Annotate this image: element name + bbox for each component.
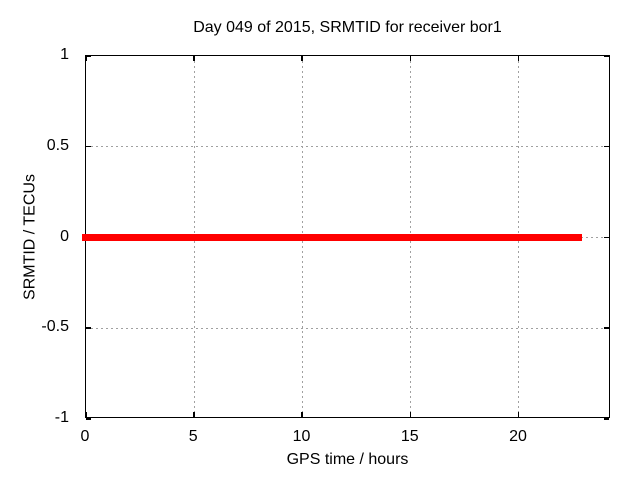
y-tick-mark-mirror: [604, 236, 609, 238]
y-tick-mark: [86, 327, 91, 329]
y-tick-label: -0.5: [41, 318, 69, 336]
x-axis-label: GPS time / hours: [286, 451, 409, 468]
x-tick-label: 5: [188, 428, 198, 445]
x-tick-label: 20: [509, 428, 527, 445]
plot-area: [82, 55, 610, 420]
y-tick-label: 0: [60, 227, 69, 245]
y-tick-mark: [86, 55, 91, 57]
y-gridline: [86, 327, 609, 329]
x-tick-mark: [409, 412, 412, 417]
x-tick-mark: [517, 412, 520, 417]
x-tick-mark-mirror: [409, 56, 412, 61]
y-tick-label: 1: [60, 46, 69, 63]
y-tick-mark-mirror: [604, 327, 609, 329]
y-gridline: [86, 146, 609, 148]
y-tick-label: 0.5: [46, 136, 69, 154]
x-tick-label: 10: [292, 428, 311, 445]
x-tick-mark-mirror: [301, 56, 303, 61]
x-tick-mark-mirror: [193, 56, 195, 61]
y-tick-mark-mirror: [604, 418, 609, 420]
x-tick-mark: [193, 412, 195, 417]
y-tick-label: -1: [54, 409, 69, 426]
chart-title: Day 049 of 2015, SRMTID for receiver bor…: [193, 19, 502, 36]
x-tick-mark: [85, 412, 87, 417]
y-tick-mark-mirror: [604, 145, 609, 148]
x-tick-label: 15: [400, 428, 419, 445]
data-series-line: [82, 234, 582, 241]
x-tick-label: 0: [80, 428, 90, 445]
x-tick-mark: [301, 412, 303, 417]
y-tick-mark: [86, 418, 91, 420]
x-tick-mark-mirror: [85, 56, 87, 61]
y-tick-mark-mirror: [604, 55, 609, 57]
y-tick-mark: [86, 145, 91, 148]
x-tick-mark-mirror: [517, 56, 520, 61]
